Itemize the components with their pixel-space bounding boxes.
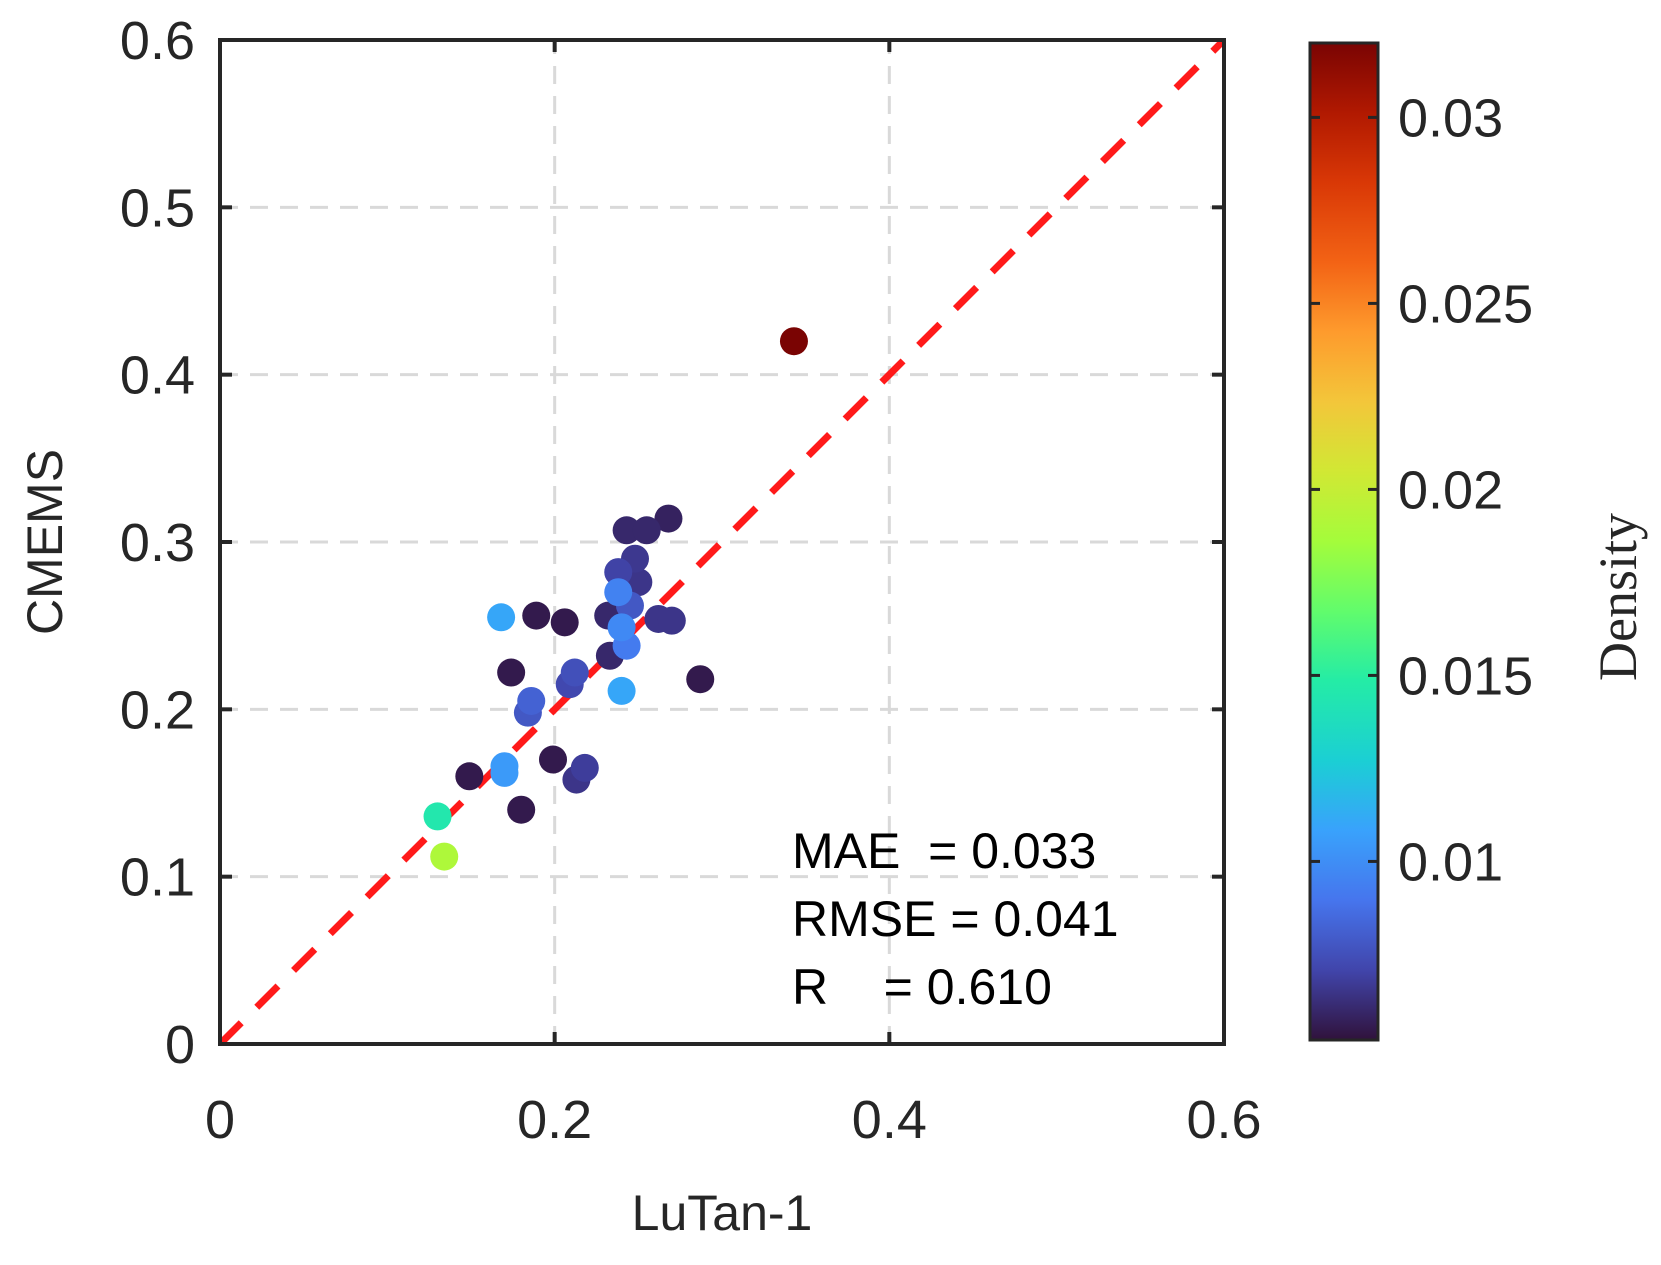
colorbar-tick-label: 0.025 xyxy=(1398,274,1533,334)
scatter-point xyxy=(430,842,459,871)
scatter-point xyxy=(657,606,686,635)
scatter-point xyxy=(497,658,526,687)
colorbar-tick-label: 0.01 xyxy=(1398,832,1503,892)
y-tick-label: 0.3 xyxy=(120,513,195,573)
colorbar-tick-label: 0.03 xyxy=(1398,88,1503,148)
scatter-point xyxy=(455,762,484,791)
y-tick-label: 0.2 xyxy=(120,680,195,740)
scatter-point xyxy=(560,658,589,687)
scatter-point xyxy=(604,578,633,607)
scatter-point xyxy=(538,745,567,774)
scatter-point xyxy=(654,504,683,533)
scatter-points xyxy=(423,327,808,871)
colorbar-ticks xyxy=(1310,115,1378,863)
scatter-point xyxy=(487,603,516,632)
colorbar-label: Density xyxy=(1588,513,1648,681)
x-tick-label: 0.6 xyxy=(1186,1090,1261,1150)
scatter-point xyxy=(570,753,599,782)
stat-rmse: RMSE = 0.041 xyxy=(792,891,1119,947)
scatter-point xyxy=(522,601,551,630)
y-tick-label: 0 xyxy=(165,1015,195,1075)
y-tick-labels: 0 0.1 0.2 0.3 0.4 0.5 0.6 xyxy=(120,11,195,1075)
scatter-point xyxy=(607,613,636,642)
scatter-point xyxy=(507,795,536,824)
y-tick-label: 0.6 xyxy=(120,11,195,71)
colorbar-tick-labels: 0.01 0.015 0.02 0.025 0.03 xyxy=(1398,88,1533,892)
y-tick-label: 0.4 xyxy=(120,346,195,406)
scatter-point xyxy=(612,516,641,545)
scatter-point xyxy=(779,327,808,356)
scatter-point xyxy=(607,676,636,705)
scatter-point xyxy=(423,802,452,831)
x-tick-labels: 0 0.2 0.4 0.6 xyxy=(205,1090,1262,1150)
x-tick-label: 0.4 xyxy=(852,1090,927,1150)
scatter-point xyxy=(604,558,633,587)
scatter-point xyxy=(550,608,579,637)
scatter-point xyxy=(490,758,519,787)
stat-mae: MAE = 0.033 xyxy=(792,823,1096,879)
axis-ticks xyxy=(218,38,1226,1046)
scatter-point xyxy=(632,516,661,545)
x-tick-label: 0 xyxy=(205,1090,235,1150)
one-to-one-reference-line xyxy=(220,40,1224,1044)
colorbar-tick-label: 0.015 xyxy=(1398,646,1533,706)
stats-annotation: MAE = 0.033 RMSE = 0.041 R = 0.610 xyxy=(792,823,1119,1015)
y-tick-label: 0.1 xyxy=(120,848,195,908)
x-axis-title: LuTan-1 xyxy=(632,1185,813,1241)
y-axis-title: CMEMS xyxy=(17,449,73,635)
stat-r: R = 0.610 xyxy=(792,959,1052,1015)
y-tick-label: 0.5 xyxy=(120,178,195,238)
scatter-point xyxy=(686,665,715,694)
colorbar-tick-label: 0.02 xyxy=(1398,460,1503,520)
x-tick-label: 0.2 xyxy=(517,1090,592,1150)
colorbar xyxy=(1308,41,1380,1042)
scatter-point xyxy=(517,686,546,715)
